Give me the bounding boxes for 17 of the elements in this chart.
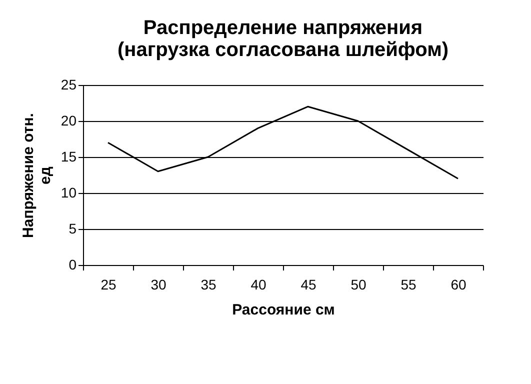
x-tick-label: 35 xyxy=(200,276,216,292)
x-tick-label: 25 xyxy=(100,276,116,292)
x-tick-label: 50 xyxy=(350,276,366,292)
y-tick-label: 0 xyxy=(68,256,77,272)
y-tick-label: 15 xyxy=(60,148,77,164)
x-tick-label: 55 xyxy=(400,276,416,292)
x-tick-label: 40 xyxy=(250,276,266,292)
x-tick-label: 30 xyxy=(150,276,166,292)
y-tick-label: 25 xyxy=(60,76,77,92)
y-tick-label: 5 xyxy=(68,220,77,236)
y-axis-title: Напряжение отн. ед xyxy=(20,113,54,238)
y-tick-label: 20 xyxy=(60,112,77,128)
x-tick-label: 45 xyxy=(300,276,316,292)
chart-title: Распределение напряжения (нагрузка согласована шлейфом) xyxy=(117,17,449,61)
x-axis-title: Рассояние см xyxy=(232,302,335,318)
x-tick-label: 60 xyxy=(450,276,466,292)
y-tick-label: 10 xyxy=(60,184,77,200)
